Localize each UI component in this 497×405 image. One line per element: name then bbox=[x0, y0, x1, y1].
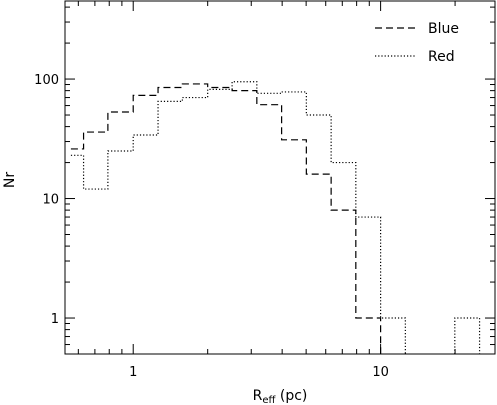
legend: Blue Red bbox=[375, 21, 459, 65]
y-tick-label: 10 bbox=[42, 193, 59, 208]
series-blue-line bbox=[70, 83, 382, 354]
axis-ticks: 1 10 1 10 100 bbox=[34, 1, 495, 380]
histogram-series bbox=[70, 81, 481, 354]
legend-label-blue: Blue bbox=[428, 21, 459, 37]
y-tick-label: 100 bbox=[34, 73, 59, 88]
x-axis-title: Reff (pc) bbox=[253, 388, 308, 405]
x-axis-title-sub: eff bbox=[262, 395, 276, 405]
y-axis-title: Nr bbox=[2, 172, 18, 188]
plot-frame bbox=[64, 0, 496, 355]
series-red-line bbox=[70, 81, 481, 354]
x-tick-label: 1 bbox=[129, 365, 137, 380]
x-axis-title-main: R bbox=[253, 388, 263, 404]
x-axis-title-unit: (pc) bbox=[275, 388, 307, 404]
x-tick-label: 10 bbox=[372, 365, 389, 380]
legend-label-red: Red bbox=[428, 49, 455, 65]
y-tick-label: 1 bbox=[51, 312, 59, 327]
